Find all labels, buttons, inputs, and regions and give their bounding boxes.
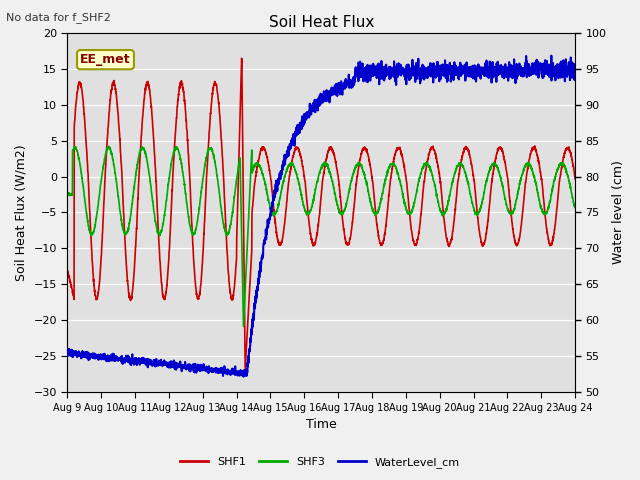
SHF1 [259, 145, 266, 151]
Legend: SHF1, SHF3, WaterLevel_cm: SHF1, SHF3, WaterLevel_cm [176, 452, 464, 472]
SHF1 [241, 367, 249, 372]
Text: No data for f_SHF2: No data for f_SHF2 [6, 12, 111, 23]
WaterLevel_cm [561, 71, 569, 77]
Line: SHF3: SHF3 [67, 146, 575, 326]
WaterLevel_cm [280, 162, 288, 168]
WaterLevel_cm [122, 356, 129, 361]
X-axis label: Time: Time [306, 419, 337, 432]
WaterLevel_cm [259, 256, 266, 262]
SHF3 [561, 166, 569, 172]
SHF1 [561, 148, 569, 154]
Y-axis label: Soil Heat Flux (W/m2): Soil Heat Flux (W/m2) [15, 144, 28, 281]
SHF3 [63, 191, 71, 196]
SHF3 [507, 210, 515, 216]
SHF3 [239, 324, 247, 329]
WaterLevel_cm [239, 374, 247, 380]
Line: SHF1: SHF1 [67, 58, 575, 370]
SHF1 [571, 176, 579, 181]
Y-axis label: Water level (cm): Water level (cm) [612, 160, 625, 264]
SHF3 [105, 144, 113, 149]
SHF1 [122, 245, 129, 251]
SHF1 [152, 166, 159, 172]
SHF3 [152, 219, 159, 225]
Text: EE_met: EE_met [80, 53, 131, 66]
SHF1 [238, 55, 246, 61]
WaterLevel_cm [571, 68, 579, 74]
Line: WaterLevel_cm: WaterLevel_cm [67, 56, 575, 377]
WaterLevel_cm [547, 53, 555, 59]
SHF3 [122, 230, 129, 236]
WaterLevel_cm [152, 361, 159, 367]
Title: Soil Heat Flux: Soil Heat Flux [269, 15, 374, 30]
SHF1 [507, 206, 515, 212]
SHF3 [571, 203, 579, 209]
WaterLevel_cm [507, 68, 515, 74]
SHF3 [259, 171, 266, 177]
SHF1 [63, 267, 71, 273]
WaterLevel_cm [63, 350, 71, 356]
SHF1 [280, 221, 288, 227]
SHF3 [280, 174, 288, 180]
